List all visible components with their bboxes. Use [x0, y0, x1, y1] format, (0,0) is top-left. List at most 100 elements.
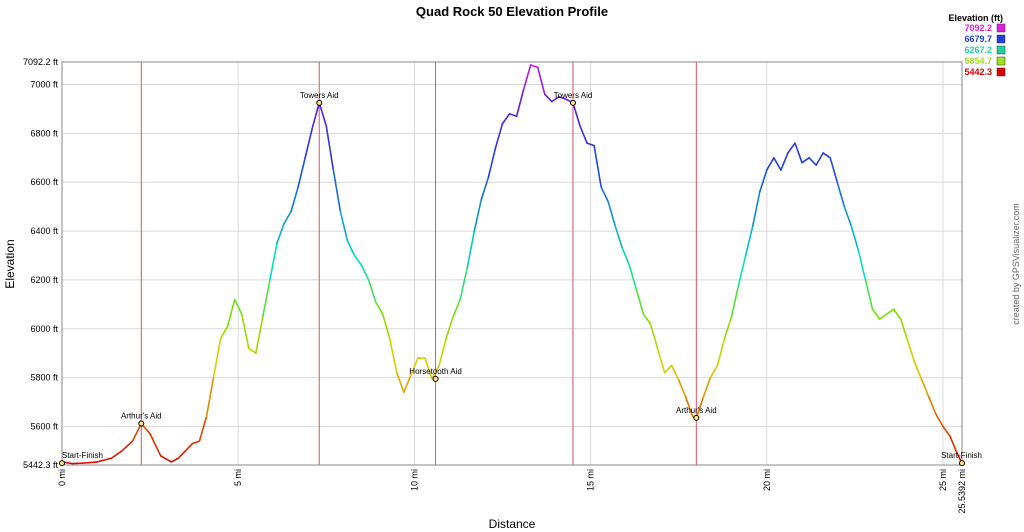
- elevation-segment: [226, 298, 236, 328]
- waypoint-label: Towers Aid: [300, 91, 339, 100]
- elevation-segment: [403, 374, 412, 394]
- elevation-segment: [332, 169, 342, 213]
- elevation-segment: [723, 315, 733, 340]
- elevation-segment: [353, 254, 363, 267]
- y-tick-label: 5600 ft: [30, 421, 58, 431]
- elevation-segment: [445, 315, 454, 340]
- elevation-segment: [96, 457, 113, 463]
- legend-swatch: [996, 67, 1006, 77]
- elevation-segment: [684, 396, 694, 418]
- elevation-segment: [374, 301, 384, 315]
- legend-swatch: [996, 45, 1006, 55]
- elevation-segment: [487, 147, 497, 179]
- elevation-segment: [635, 288, 645, 315]
- y-axis-ticks: 5442.3 ft 5600 ft 5800 ft 6000 ft 6200 ft 640…: [23, 57, 59, 470]
- waypoint-label: Arthur's Aid: [676, 406, 717, 415]
- legend: Elevation (ft) 7092.26679.76267.25854.75…: [948, 13, 1006, 77]
- elevation-segment: [857, 249, 867, 281]
- legend-entry: 6679.7: [964, 34, 992, 44]
- elevation-segment: [843, 205, 853, 227]
- elevation-segment: [737, 254, 747, 286]
- legend-swatch: [996, 56, 1006, 66]
- waypoint-label: Start-Finish: [62, 451, 103, 460]
- elevation-segment: [515, 88, 525, 118]
- elevation-segment: [677, 379, 687, 398]
- elevation-segment: [262, 279, 271, 318]
- plot-frame: [61, 61, 963, 466]
- elevation-segment: [159, 454, 173, 463]
- elevation-segment: [801, 156, 810, 164]
- elevation-segment: [269, 242, 278, 281]
- elevation-segment: [787, 142, 796, 154]
- elevation-segment: [614, 225, 624, 249]
- elevation-segment: [864, 279, 874, 311]
- elevation-segment: [508, 113, 518, 118]
- waypoint-dot: [59, 460, 65, 467]
- elevation-segment: [149, 433, 162, 457]
- elevation-segment: [871, 308, 881, 320]
- elevation-segment: [170, 457, 180, 463]
- elevation-segment: [184, 442, 194, 452]
- elevation-segment: [551, 95, 560, 103]
- elevation-segment: [459, 266, 469, 301]
- elevation-segment: [395, 371, 405, 394]
- elevation-segment: [829, 156, 839, 184]
- grid: [61, 61, 963, 466]
- elevation-segment: [695, 396, 705, 419]
- elevation-segment: [529, 64, 539, 69]
- elevation-segment: [388, 337, 398, 374]
- y-tick-label: 6800 ft: [30, 128, 58, 138]
- elevation-segment: [325, 125, 335, 171]
- waypoint-label: Arthur's Aid: [121, 412, 162, 421]
- credit-text: created by GPSVisualizer.com: [1011, 203, 1021, 324]
- elevation-segment: [501, 113, 511, 125]
- elevation-segment: [410, 357, 419, 376]
- elevation-segment: [438, 337, 447, 367]
- elevation-segment: [878, 313, 888, 320]
- elevation-segment: [794, 142, 803, 164]
- elevation-segment: [942, 425, 951, 438]
- x-tick-label: 15 mi: [586, 469, 596, 491]
- elevation-segment: [765, 156, 775, 171]
- elevation-segment: [318, 102, 328, 127]
- y-tick-label: 5442.3 ft: [23, 460, 59, 470]
- elevation-segment: [935, 413, 944, 428]
- elevation-line: [61, 64, 963, 465]
- elevation-segment: [780, 152, 789, 171]
- elevation-segment: [247, 347, 257, 355]
- elevation-segment: [621, 247, 631, 267]
- elevation-segment: [536, 66, 546, 96]
- chart-title: Quad Rock 50 Elevation Profile: [416, 4, 608, 19]
- elevation-segment: [255, 315, 264, 355]
- elevation-segment: [899, 318, 909, 342]
- elevation-segment: [452, 298, 462, 318]
- elevation-segment: [110, 450, 123, 460]
- elevation-segment: [212, 337, 222, 379]
- elevation-segment: [346, 240, 356, 257]
- waypoint-dot: [316, 99, 323, 106]
- elevation-segment: [702, 376, 712, 398]
- elevation-segment: [198, 415, 208, 442]
- waypoint-dot: [569, 99, 576, 106]
- elevation-segment: [233, 298, 243, 315]
- elevation-segment: [593, 144, 602, 188]
- y-tick-label: 5800 ft: [30, 373, 58, 383]
- y-tick-label: 7000 ft: [30, 80, 58, 90]
- y-tick-label: 6400 ft: [30, 226, 58, 236]
- elevation-segment: [304, 127, 314, 159]
- elevation-segment: [360, 264, 370, 281]
- legend-swatch: [996, 23, 1006, 33]
- elevation-segment: [730, 284, 740, 318]
- elevation-segment: [276, 222, 285, 245]
- x-tick-label: 10 mi: [409, 469, 419, 491]
- y-tick-label: 6200 ft: [30, 275, 58, 285]
- elevation-segment: [670, 364, 680, 381]
- elevation-segment: [656, 347, 666, 374]
- elevation-segment: [928, 396, 937, 416]
- x-tick-label: 0 mi: [57, 469, 67, 486]
- legend-entry: 6267.2: [964, 45, 992, 55]
- elevation-segment: [311, 102, 321, 130]
- elevation-segment: [642, 313, 652, 325]
- x-tick-label: 25 mi: [938, 469, 948, 491]
